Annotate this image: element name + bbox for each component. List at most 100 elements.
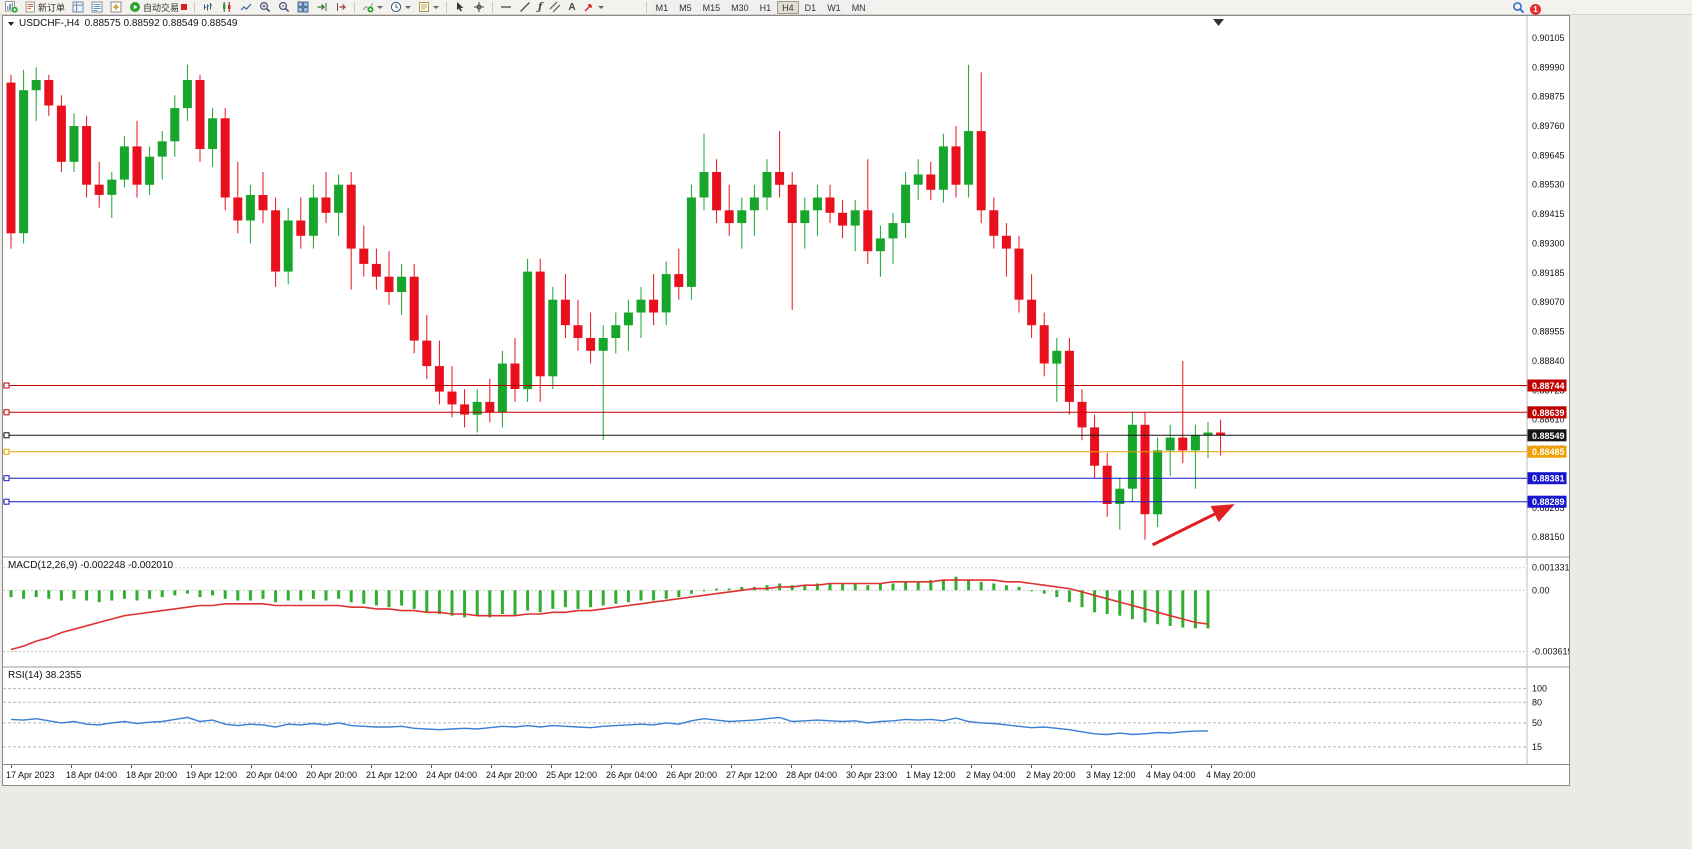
time-axis-tick: [1091, 765, 1092, 768]
candle: [1127, 412, 1137, 502]
candle: [422, 315, 432, 379]
svg-text:0.88289: 0.88289: [1532, 497, 1565, 507]
autotrading-button[interactable]: 自动交易: [126, 1, 190, 14]
macd-histogram-bar: [715, 588, 719, 591]
macd-histogram-bar: [311, 590, 315, 599]
chart-bars-button[interactable]: [199, 1, 217, 14]
price-axis-label: 0.89875: [1532, 92, 1565, 102]
price-panel[interactable]: 0.90105 0.89990 0.89875 0.89760 0.89645 0.895…: [3, 16, 1569, 556]
candle: [258, 172, 268, 224]
macd-histogram-bar: [992, 583, 996, 591]
new-order-button[interactable]: 新订单: [22, 1, 68, 14]
navigator-button[interactable]: [107, 1, 125, 14]
templates-button[interactable]: [415, 1, 442, 14]
macd-histogram-bar: [941, 580, 945, 591]
timeframe-w1-button[interactable]: W1: [822, 0, 846, 14]
price-axis-label: 0.89990: [1532, 62, 1565, 72]
rsi-panel[interactable]: 100 80 50 15 RSI(14) 38.2355: [3, 666, 1569, 764]
cursor-icon: [454, 1, 466, 13]
data-window-button[interactable]: [88, 1, 106, 14]
horizontal-line[interactable]: [3, 498, 1527, 505]
candle: [397, 263, 407, 315]
zoom-in-button[interactable]: [256, 1, 274, 14]
timeframe-mn-button[interactable]: MN: [846, 0, 871, 14]
time-axis[interactable]: 17 Apr 2023 18 Apr 04:00 18 Apr 20:00 19 Ap…: [3, 764, 1569, 785]
chart-shift-button[interactable]: [332, 1, 350, 14]
trend-arrow[interactable]: [1151, 504, 1235, 547]
trendline-tool-button[interactable]: [516, 1, 534, 14]
price-axis-label: 0.89530: [1532, 180, 1565, 190]
macd-histogram-bar: [9, 590, 13, 598]
timeframe-m5-button[interactable]: M5: [674, 0, 697, 14]
zoom-out-button[interactable]: [275, 1, 293, 14]
timeframe-h4-button[interactable]: H4: [777, 0, 799, 14]
price-plot[interactable]: 0.90105 0.89990 0.89875 0.89760 0.89645 0.895…: [3, 16, 1569, 556]
candle: [132, 120, 142, 198]
text-tool-button[interactable]: A: [565, 1, 578, 14]
macd-histogram-bar: [437, 590, 441, 614]
market-watch-button[interactable]: [69, 1, 87, 14]
channel-tool-button[interactable]: [546, 1, 564, 14]
fibonacci-tool-button[interactable]: ƒ: [535, 1, 545, 14]
timeframe-d1-button[interactable]: D1: [799, 0, 822, 14]
new-chart-button[interactable]: [2, 1, 21, 14]
macd-histogram-bar: [488, 590, 492, 618]
chart-window[interactable]: 0.90105 0.89990 0.89875 0.89760 0.89645 0.895…: [2, 15, 1570, 786]
horizontal-line[interactable]: [3, 448, 1527, 455]
candle: [371, 248, 381, 290]
chart-candles-button[interactable]: [218, 1, 236, 14]
timeframe-m1-button[interactable]: M1: [650, 0, 674, 14]
indicators-button[interactable]: [359, 1, 386, 14]
horizontal-line-tool-button[interactable]: [497, 1, 515, 14]
search-icon[interactable]: [1512, 1, 1525, 17]
arrows-tool-button[interactable]: [580, 1, 607, 14]
candle: [321, 172, 331, 224]
periods-button[interactable]: [387, 1, 414, 14]
macd-histogram-bar: [349, 590, 353, 603]
collapse-triangle-icon[interactable]: [8, 21, 14, 26]
fibonacci-icon: ƒ: [538, 1, 543, 13]
cursor-button[interactable]: [451, 1, 469, 14]
tile-windows-button[interactable]: [294, 1, 312, 14]
timeframe-h1-button[interactable]: H1: [754, 0, 777, 14]
price-badge: 0.88381: [1527, 472, 1567, 485]
candle: [510, 338, 520, 402]
candle: [649, 274, 659, 326]
horizontal-line[interactable]: [3, 382, 1527, 389]
svg-text:0.88744: 0.88744: [1532, 381, 1565, 391]
auto-scroll-button[interactable]: [313, 1, 331, 14]
macd-panel[interactable]: 0.001331 0.00 -0.003619 MACD(12,26,9) -0.0…: [3, 556, 1569, 666]
data-window-icon: [91, 1, 103, 13]
macd-histogram-bar: [387, 590, 391, 608]
chart-shift-marker-icon[interactable]: [1213, 19, 1224, 26]
svg-text:0.88485: 0.88485: [1532, 447, 1565, 457]
time-axis-label: 3 May 12:00: [1086, 770, 1136, 780]
macd-histogram-bar: [815, 583, 819, 591]
timeframe-m15-button[interactable]: M15: [697, 0, 726, 14]
rsi-plot[interactable]: 100 80 50 15: [3, 668, 1569, 764]
candle: [384, 251, 394, 305]
macd-histogram-bar: [160, 590, 164, 598]
macd-histogram-bar: [173, 590, 177, 596]
candle: [145, 146, 155, 195]
notification-badge[interactable]: 1: [1530, 3, 1541, 15]
macd-histogram-bar: [412, 590, 416, 609]
candle: [94, 161, 104, 208]
horizontal-line[interactable]: [3, 432, 1527, 439]
macd-histogram-bar: [790, 585, 794, 591]
rsi-axis-label: 15: [1532, 742, 1542, 752]
candle: [1014, 235, 1024, 313]
macd-histogram-bar: [601, 590, 605, 606]
macd-histogram-bar: [110, 590, 114, 601]
timeframe-m30-button[interactable]: M30: [726, 0, 754, 14]
macd-histogram-bar: [891, 583, 895, 591]
macd-plot[interactable]: 0.001331 0.00 -0.003619: [3, 558, 1569, 666]
horizontal-line[interactable]: [3, 475, 1527, 482]
time-axis-label: 4 May 04:00: [1146, 770, 1196, 780]
time-axis-label: 24 Apr 20:00: [486, 770, 538, 780]
candle: [951, 126, 961, 198]
time-axis-tick: [371, 765, 372, 768]
chart-line-button[interactable]: [237, 1, 255, 14]
crosshair-button[interactable]: [470, 1, 488, 14]
horizontal-line[interactable]: [3, 409, 1527, 416]
